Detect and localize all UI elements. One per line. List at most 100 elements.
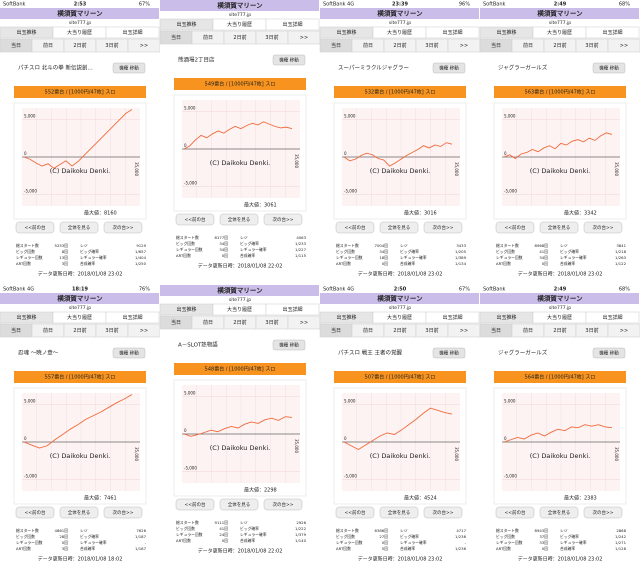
stat-cell: 6386回 bbox=[375, 528, 389, 533]
nav-button[interactable] bbox=[175, 498, 215, 511]
stat-cell: ART回数 bbox=[496, 261, 511, 266]
y-tick-label: 5,000 bbox=[24, 398, 36, 403]
unit-label: 507番台 / [1000円/47枚] スロ bbox=[365, 374, 436, 381]
nav-button[interactable] bbox=[423, 506, 463, 519]
tab[interactable] bbox=[425, 26, 480, 39]
nav-button[interactable] bbox=[335, 506, 375, 519]
day-tab[interactable] bbox=[607, 323, 640, 338]
stat-cell: 総スタート数 bbox=[336, 243, 359, 248]
stat-cell: 1/140 bbox=[295, 538, 307, 543]
stat-cell: レギュラー確率 bbox=[80, 255, 107, 260]
nav-button[interactable] bbox=[423, 221, 463, 234]
tab[interactable] bbox=[585, 26, 640, 39]
stat-cell: 34回 bbox=[219, 247, 228, 252]
stat-cell: ビッグ回数 bbox=[336, 249, 355, 254]
stat-cell: 1/236 bbox=[455, 534, 467, 539]
stat-cell: 総スタート数 bbox=[176, 520, 199, 525]
day-tab-label: 当日 bbox=[171, 34, 181, 41]
nav-button[interactable] bbox=[15, 506, 55, 519]
nav-button[interactable] bbox=[379, 221, 419, 234]
nav-button[interactable] bbox=[583, 221, 623, 234]
nav-button-label: 全体を見る bbox=[228, 216, 251, 223]
stat-cell: ビッグ回数 bbox=[176, 526, 195, 531]
stat-cell: 9129 bbox=[136, 243, 146, 248]
stat-cell: ビッグ回数 bbox=[336, 534, 355, 539]
stat-cell: 総スタート数 bbox=[16, 528, 39, 533]
nav-button[interactable] bbox=[379, 506, 419, 519]
machine-button[interactable] bbox=[112, 62, 146, 74]
stat-cell: 9111回 bbox=[215, 520, 229, 525]
title-bar bbox=[320, 8, 479, 19]
machine-button[interactable] bbox=[272, 54, 306, 66]
nav-button[interactable] bbox=[539, 221, 579, 234]
nav-button[interactable] bbox=[263, 498, 303, 511]
stat-cell: 5回 bbox=[382, 546, 388, 551]
machine-button[interactable] bbox=[432, 347, 466, 359]
nav-button-label: <<前の台 bbox=[504, 224, 526, 231]
site-title: 横須賀マリーン bbox=[537, 9, 583, 18]
y-tick-label: -5,000 bbox=[24, 474, 37, 479]
machine-button[interactable] bbox=[592, 347, 626, 359]
status-battery: 96% bbox=[459, 2, 470, 8]
nav-button[interactable] bbox=[103, 221, 143, 234]
tab[interactable] bbox=[265, 18, 320, 31]
nav-button[interactable] bbox=[539, 506, 579, 519]
machine-button-label: 機種 移動 bbox=[119, 65, 139, 72]
nav-button-label: 次の台>> bbox=[592, 509, 613, 516]
watermark: (C) Daikoku Denki. bbox=[210, 159, 271, 167]
right-label: 35,000 bbox=[614, 447, 619, 461]
tab[interactable] bbox=[105, 26, 160, 39]
max-value: 最大値：8160 bbox=[84, 210, 117, 217]
machine-button[interactable] bbox=[112, 347, 146, 359]
phone-panel: SoftBank 4G 2:50 67% 横須賀マリーン site777.jp 出玉推移 大… bbox=[319, 285, 481, 569]
machine-button[interactable] bbox=[592, 62, 626, 74]
url: site777.jp bbox=[389, 305, 411, 311]
nav-button[interactable] bbox=[59, 506, 99, 519]
stat-cell: レギュラー回数 bbox=[16, 255, 43, 260]
nav-button[interactable] bbox=[15, 221, 55, 234]
stat-cell: レジ bbox=[240, 235, 248, 240]
stat-cell: 1/263 bbox=[615, 255, 627, 260]
stat-cell: レギュラー回数 bbox=[176, 247, 203, 252]
tab[interactable] bbox=[425, 311, 480, 324]
max-value: 最大値：2383 bbox=[564, 495, 597, 502]
y-tick-label: 5,000 bbox=[504, 113, 516, 118]
status-time: 2:50 bbox=[394, 287, 407, 293]
tab[interactable] bbox=[105, 311, 160, 324]
stat-cell: レギュラー回数 bbox=[336, 540, 363, 545]
nav-button[interactable] bbox=[103, 506, 143, 519]
stat-cell: 0回 bbox=[222, 253, 228, 258]
day-tab-label: 3日前 bbox=[425, 327, 438, 334]
updated: データ更新日時：2018/01/08 23:02 bbox=[358, 556, 443, 563]
nav-button[interactable] bbox=[335, 221, 375, 234]
unit-bar bbox=[334, 371, 466, 383]
tab[interactable] bbox=[265, 303, 320, 316]
nav-button[interactable] bbox=[495, 506, 535, 519]
nav-button[interactable] bbox=[175, 213, 215, 226]
site-title: 横須賀マリーン bbox=[377, 294, 423, 303]
nav-button[interactable] bbox=[583, 506, 623, 519]
stat-cell: 18回 bbox=[379, 255, 388, 260]
nav-button[interactable] bbox=[495, 221, 535, 234]
nav-button[interactable] bbox=[219, 213, 259, 226]
max-value: 最大値：3061 bbox=[244, 202, 277, 209]
status-carrier: SoftBank bbox=[3, 2, 26, 8]
stat-cell: - bbox=[145, 540, 147, 545]
nav-button[interactable] bbox=[59, 221, 99, 234]
nav-button[interactable] bbox=[219, 498, 259, 511]
machine-button[interactable] bbox=[272, 339, 306, 351]
status-time: 2:49 bbox=[554, 287, 567, 293]
machine-name: ジャグラーガールズ bbox=[498, 64, 548, 72]
day-tab[interactable] bbox=[607, 38, 640, 53]
stat-cell: 34回 bbox=[379, 249, 388, 254]
day-tab-label: 前日 bbox=[203, 319, 213, 326]
tab[interactable] bbox=[585, 311, 640, 324]
y-tick-label: 5,000 bbox=[24, 113, 36, 118]
site-title: 横須賀マリーン bbox=[217, 1, 263, 10]
stat-cell: 4063 bbox=[296, 235, 306, 240]
tab-label: 出玉詳細 bbox=[282, 21, 302, 28]
machine-button[interactable] bbox=[432, 62, 466, 74]
stat-cell: ART回数 bbox=[176, 538, 191, 543]
machine-name: A－SLOT熱物語 bbox=[178, 341, 218, 349]
nav-button[interactable] bbox=[263, 213, 303, 226]
